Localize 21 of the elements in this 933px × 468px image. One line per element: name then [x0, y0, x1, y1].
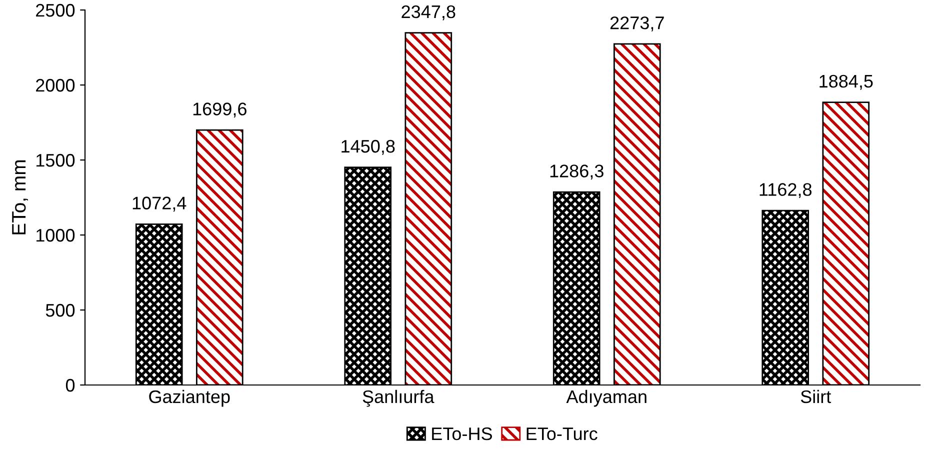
- x-tick-label: Şanlıurfa: [362, 390, 434, 407]
- legend-label: ETo-HS: [432, 427, 492, 440]
- data-label: 1884,5: [820, 74, 873, 90]
- y-tick-label: 1000: [36, 228, 75, 242]
- data-label: 1072,4: [132, 196, 186, 212]
- y-axis-title: ETo, mm: [12, 160, 28, 234]
- x-tick-label: Adıyaman: [566, 390, 646, 407]
- y-tick-label: 2500: [36, 4, 75, 17]
- x-tick-label: Siirt: [800, 390, 832, 404]
- data-label: 2347,8: [402, 5, 456, 20]
- data-label: 2273,7: [610, 16, 664, 32]
- data-label: 1450,8: [342, 140, 395, 155]
- legend-label: ETo-Turc: [526, 428, 598, 440]
- y-tick-label: 1500: [36, 154, 75, 167]
- x-tick-label: Gaziantep: [149, 390, 230, 407]
- y-tick-label: 500: [46, 304, 75, 317]
- data-label: 1699,6: [193, 102, 246, 118]
- y-tick-label: 0: [66, 378, 75, 392]
- data-label: 1286,3: [550, 164, 604, 180]
- data-label: 1162,8: [760, 183, 812, 198]
- y-tick-label: 2000: [36, 78, 75, 92]
